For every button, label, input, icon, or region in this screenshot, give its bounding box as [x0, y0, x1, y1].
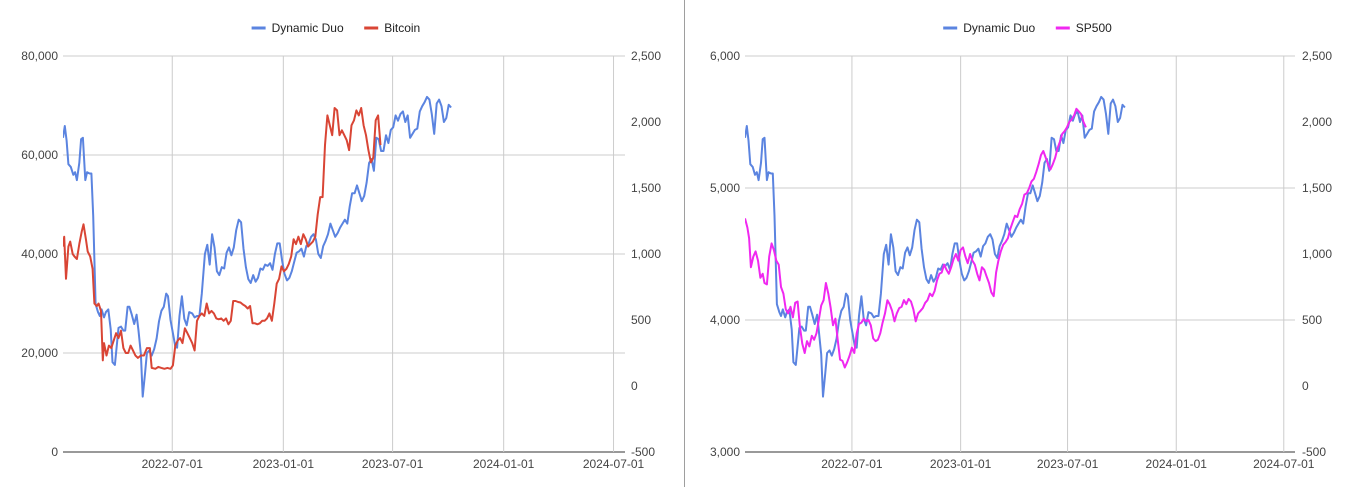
y-left-tick-label: 4,000 — [710, 313, 740, 327]
chart-left-svg: 0 20,000 40,000 60,000 80,000 -500 0 500 1,000 1,… — [21, 21, 661, 471]
y-right-tick-label: 2,000 — [631, 115, 661, 129]
chart-dynamic-duo-vs-sp500: 3,000 4,000 5,000 6,000 -500 0 500 1,000 1,500 2,… — [685, 0, 1366, 487]
panel-divider — [684, 0, 685, 487]
legend-label-dynamic-duo: Dynamic Duo — [963, 21, 1035, 35]
y-left-tick-label: 3,000 — [710, 445, 740, 459]
y-right-tick-label: 1,500 — [631, 181, 661, 195]
series-line-sp500 — [745, 107, 1087, 369]
x-tick-label: 2024-07-01 — [1253, 457, 1315, 471]
y-left-tick-label: 40,000 — [21, 247, 58, 261]
x-tick-label: 2024-07-01 — [583, 457, 645, 471]
y-right-tick-label: 2,500 — [1302, 49, 1332, 63]
chart-dynamic-duo-vs-bitcoin: 0 20,000 40,000 60,000 80,000 -500 0 500 1,000 1,… — [0, 0, 684, 487]
y-left-tick-label: 80,000 — [21, 49, 58, 63]
y-left-tick-label: 6,000 — [710, 49, 740, 63]
y-right-tick-label: -500 — [1302, 445, 1326, 459]
x-tick-label: 2023-01-01 — [930, 457, 992, 471]
y-right-tick-label: 1,000 — [1302, 247, 1332, 261]
x-tick-label: 2023-07-01 — [1037, 457, 1099, 471]
y-right-tick-label: 0 — [631, 379, 638, 393]
y-right-tick-label: -500 — [631, 445, 655, 459]
y-left-tick-label: 5,000 — [710, 181, 740, 195]
y-right-tick-label: 2,500 — [631, 49, 661, 63]
y-right-tick-label: 0 — [1302, 379, 1309, 393]
x-tick-label: 2024-01-01 — [473, 457, 535, 471]
x-tick-label: 2024-01-01 — [1146, 457, 1208, 471]
x-tick-label: 2023-07-01 — [362, 457, 424, 471]
y-left-tick-label: 20,000 — [21, 346, 58, 360]
series-line-dynamic-duo — [63, 95, 452, 398]
legend-label-bitcoin: Bitcoin — [384, 21, 420, 35]
legend: Dynamic Duo SP500 — [943, 21, 1112, 35]
legend: Dynamic Duo Bitcoin — [251, 21, 420, 35]
x-tick-label: 2022-07-01 — [142, 457, 204, 471]
y-right-tick-label: 2,000 — [1302, 115, 1332, 129]
y-left-tick-label: 0 — [51, 445, 58, 459]
x-tick-label: 2022-07-01 — [821, 457, 883, 471]
y-left-tick-label: 60,000 — [21, 148, 58, 162]
chart-right-svg: 3,000 4,000 5,000 6,000 -500 0 500 1,000 1,500 2,… — [710, 21, 1332, 471]
series-line-bitcoin — [63, 107, 382, 370]
legend-label-dynamic-duo: Dynamic Duo — [272, 21, 344, 35]
y-right-tick-label: 1,500 — [1302, 181, 1332, 195]
y-right-tick-label: 1,000 — [631, 247, 661, 261]
y-right-tick-label: 500 — [1302, 313, 1322, 327]
x-tick-label: 2023-01-01 — [253, 457, 315, 471]
legend-label-sp500: SP500 — [1076, 21, 1112, 35]
y-right-tick-label: 500 — [631, 313, 651, 327]
